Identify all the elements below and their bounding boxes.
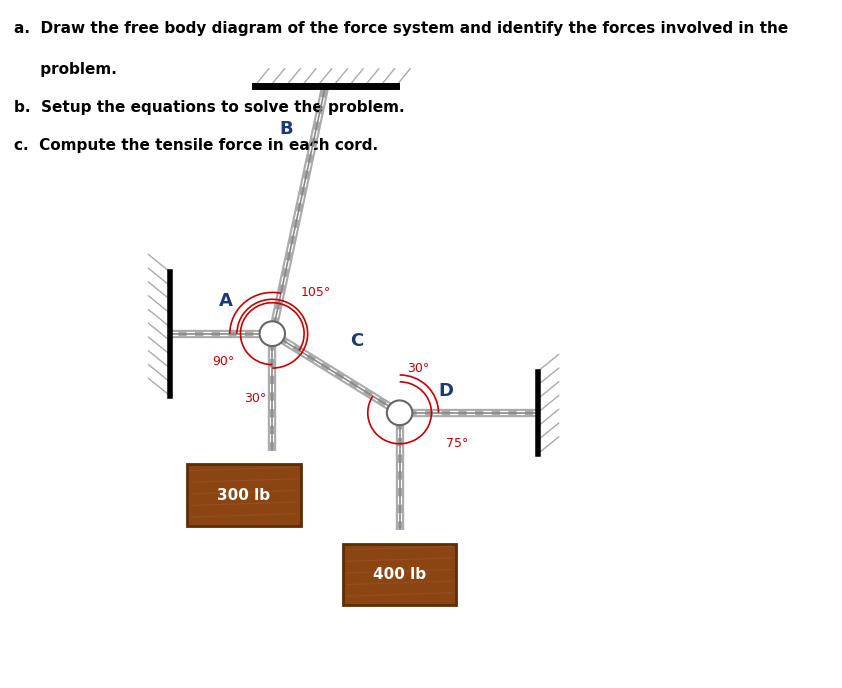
Text: 30°: 30°: [407, 361, 429, 374]
FancyBboxPatch shape: [188, 464, 301, 526]
Text: b.  Setup the equations to solve the problem.: b. Setup the equations to solve the prob…: [14, 100, 405, 115]
Text: a.  Draw the free body diagram of the force system and identify the forces invol: a. Draw the free body diagram of the for…: [14, 21, 788, 36]
Text: 30°: 30°: [244, 392, 266, 405]
Circle shape: [259, 321, 285, 346]
Text: 75°: 75°: [445, 437, 468, 450]
Text: problem.: problem.: [14, 62, 117, 77]
Text: B: B: [280, 120, 293, 138]
Text: A: A: [219, 292, 233, 310]
Text: D: D: [439, 382, 454, 400]
Text: 90°: 90°: [212, 354, 234, 367]
Text: 105°: 105°: [301, 286, 331, 299]
Text: c.  Compute the tensile force in each cord.: c. Compute the tensile force in each cor…: [14, 138, 378, 153]
FancyBboxPatch shape: [343, 544, 456, 605]
Text: 400 lb: 400 lb: [373, 567, 426, 582]
Circle shape: [386, 400, 413, 425]
Text: C: C: [350, 332, 364, 350]
Text: 300 lb: 300 lb: [217, 488, 270, 503]
